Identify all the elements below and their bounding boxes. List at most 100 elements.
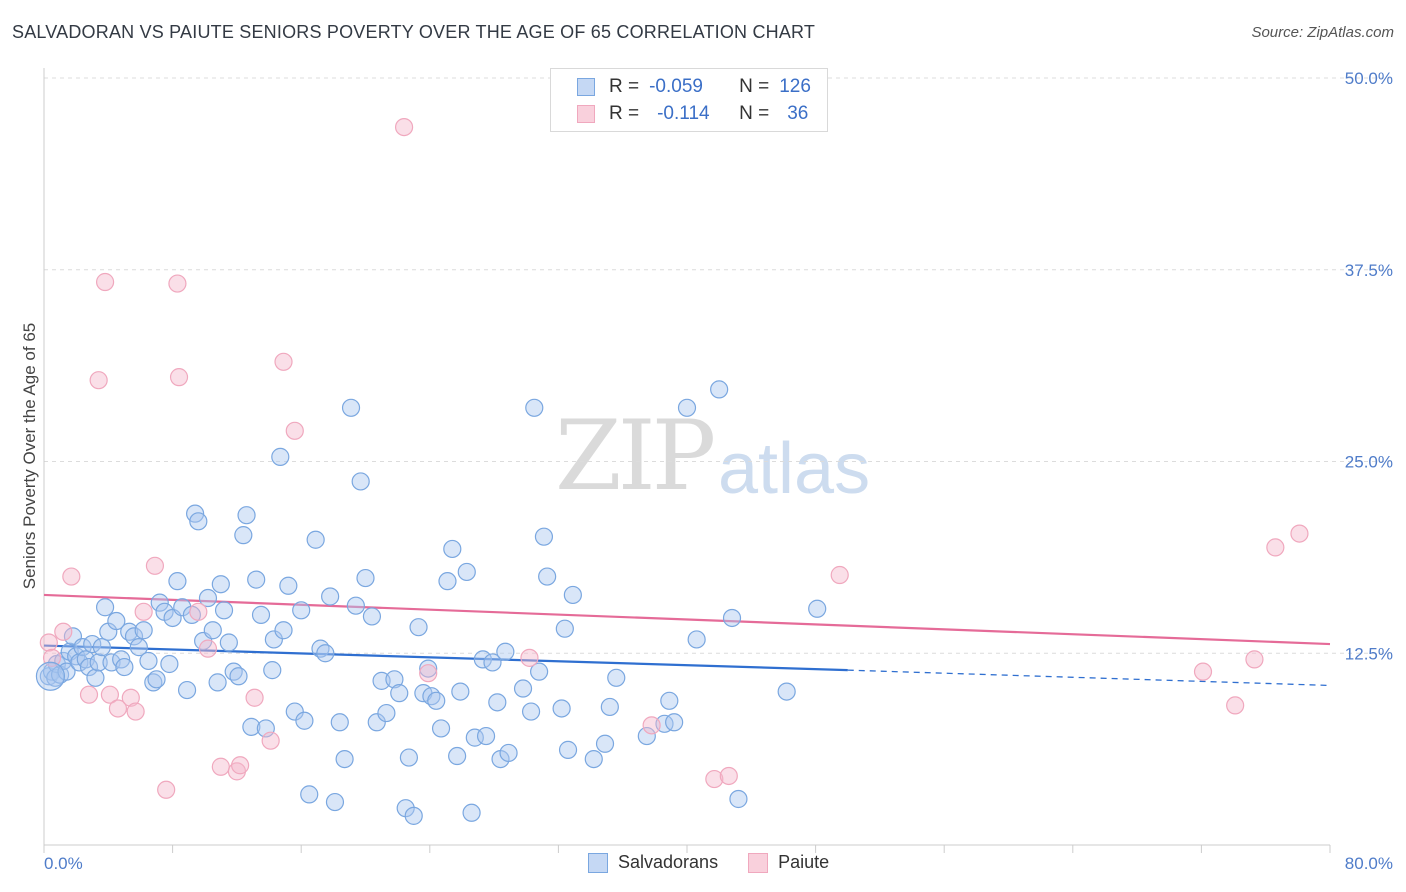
axes [43, 68, 1331, 853]
salvadorans-point [777, 682, 796, 701]
paiute-point [419, 664, 438, 683]
legend-item-paiute: Paiute [748, 852, 829, 873]
salvadorans-point [115, 657, 134, 677]
salvadorans-point [443, 539, 462, 559]
paiute-point [145, 556, 165, 575]
paiute-point [719, 766, 738, 786]
salvadorans-point [665, 713, 684, 732]
paiute-point [126, 702, 145, 721]
salvadorans-point [264, 630, 283, 649]
salvadorans-point [483, 653, 502, 672]
tick-labels: 12.5% 25.0% 37.5% 50.0% 0.0% 80.0% [44, 69, 1393, 873]
paiute-point [108, 699, 128, 718]
salvadorans-trend-extension [847, 669, 1331, 687]
salvadorans-point [330, 713, 349, 732]
salvadorans-point [496, 642, 515, 661]
r-value: -0.059 [649, 76, 703, 97]
paiute-point [830, 565, 849, 585]
salvadorans-point [35, 661, 66, 691]
salvadorans-point [377, 703, 396, 723]
salvadorans-point [237, 506, 256, 525]
salvadorans-point [530, 662, 549, 681]
salvadorans-point [438, 572, 457, 591]
legend-label: Paiute [778, 852, 830, 872]
y-tick-label: 12.5% [1345, 644, 1393, 663]
salvadorans-point [462, 803, 481, 822]
salvadorans-point [242, 717, 261, 736]
salvadorans-point [534, 527, 554, 546]
salvadorans-point [251, 605, 271, 625]
salvadorans-point [595, 734, 615, 753]
salvadorans-point [677, 398, 697, 417]
paiute-point [168, 274, 187, 293]
salvadorans-point [448, 746, 467, 766]
salvadorans-trend-line [43, 644, 848, 672]
salvadorans-point [390, 684, 409, 703]
paiute-point [95, 272, 115, 292]
salvadorans-point [499, 743, 518, 763]
salvadorans-point [306, 530, 325, 549]
gridlines [44, 77, 1395, 654]
n-label: N = [739, 103, 770, 124]
salvadorans-point [92, 638, 111, 657]
paiute-point [285, 421, 304, 440]
salvadorans-point [552, 699, 571, 718]
salvadorans-point [525, 398, 544, 417]
salvadorans-point [147, 670, 166, 689]
salvadorans-point [211, 575, 230, 594]
salvadorans-point [316, 644, 335, 663]
salvadorans-point [263, 661, 282, 680]
paiute-point [134, 602, 153, 621]
y-tick-label: 37.5% [1345, 261, 1393, 280]
paiute-point [79, 685, 99, 704]
salvadorans-point [607, 668, 626, 687]
salvadorans-point [177, 680, 197, 700]
salvadorans-point [203, 621, 222, 640]
x-tick-label: 80.0% [1345, 854, 1393, 873]
paiute-point [198, 639, 218, 658]
salvadorans-point [325, 792, 345, 812]
salvadorans-swatch [577, 78, 595, 96]
salvadorans-point [600, 697, 619, 717]
paiute-point [642, 716, 661, 735]
salvadorans-point [362, 607, 382, 626]
paiute-point [1290, 524, 1309, 543]
salvadorans-point [457, 562, 476, 582]
salvadorans-point [808, 599, 827, 618]
salvadorans-point [729, 789, 748, 809]
salvadorans-point [134, 621, 153, 640]
salvadorans-point [722, 608, 742, 628]
paiute-point [261, 731, 280, 750]
paiute-point [89, 371, 108, 390]
paiute-point [231, 756, 250, 775]
watermark-zip: ZIP [555, 400, 716, 512]
paiute-point [54, 622, 73, 641]
salvadorans-point [476, 726, 496, 746]
salvadorans-point [521, 702, 541, 721]
salvadorans-point [189, 512, 208, 531]
salvadorans-point [637, 726, 656, 746]
y-tick-label: 25.0% [1345, 453, 1393, 472]
paiute-point [39, 633, 58, 652]
salvadorans-point [168, 572, 187, 591]
x-tick-label: 0.0% [44, 854, 83, 873]
salvadorans-point [558, 740, 578, 759]
salvadorans-point [660, 691, 679, 710]
salvadorans-point [356, 568, 375, 588]
salvadorans-point [538, 567, 557, 586]
salvadorans-point [124, 627, 144, 646]
salvadorans-point [687, 630, 706, 649]
paiute-swatch [577, 105, 595, 123]
paiute-point [1245, 650, 1264, 669]
salvadorans-point [385, 670, 404, 689]
salvadorans-point [341, 398, 361, 417]
paiute-point [1266, 538, 1285, 557]
trend-lines [43, 593, 1331, 687]
salvadorans-point [57, 662, 76, 681]
salvadorans-point [285, 702, 304, 721]
salvadorans-point [234, 526, 253, 545]
salvadorans-point [295, 711, 314, 730]
salvadorans-point [107, 611, 126, 631]
paiute-point [245, 688, 264, 707]
